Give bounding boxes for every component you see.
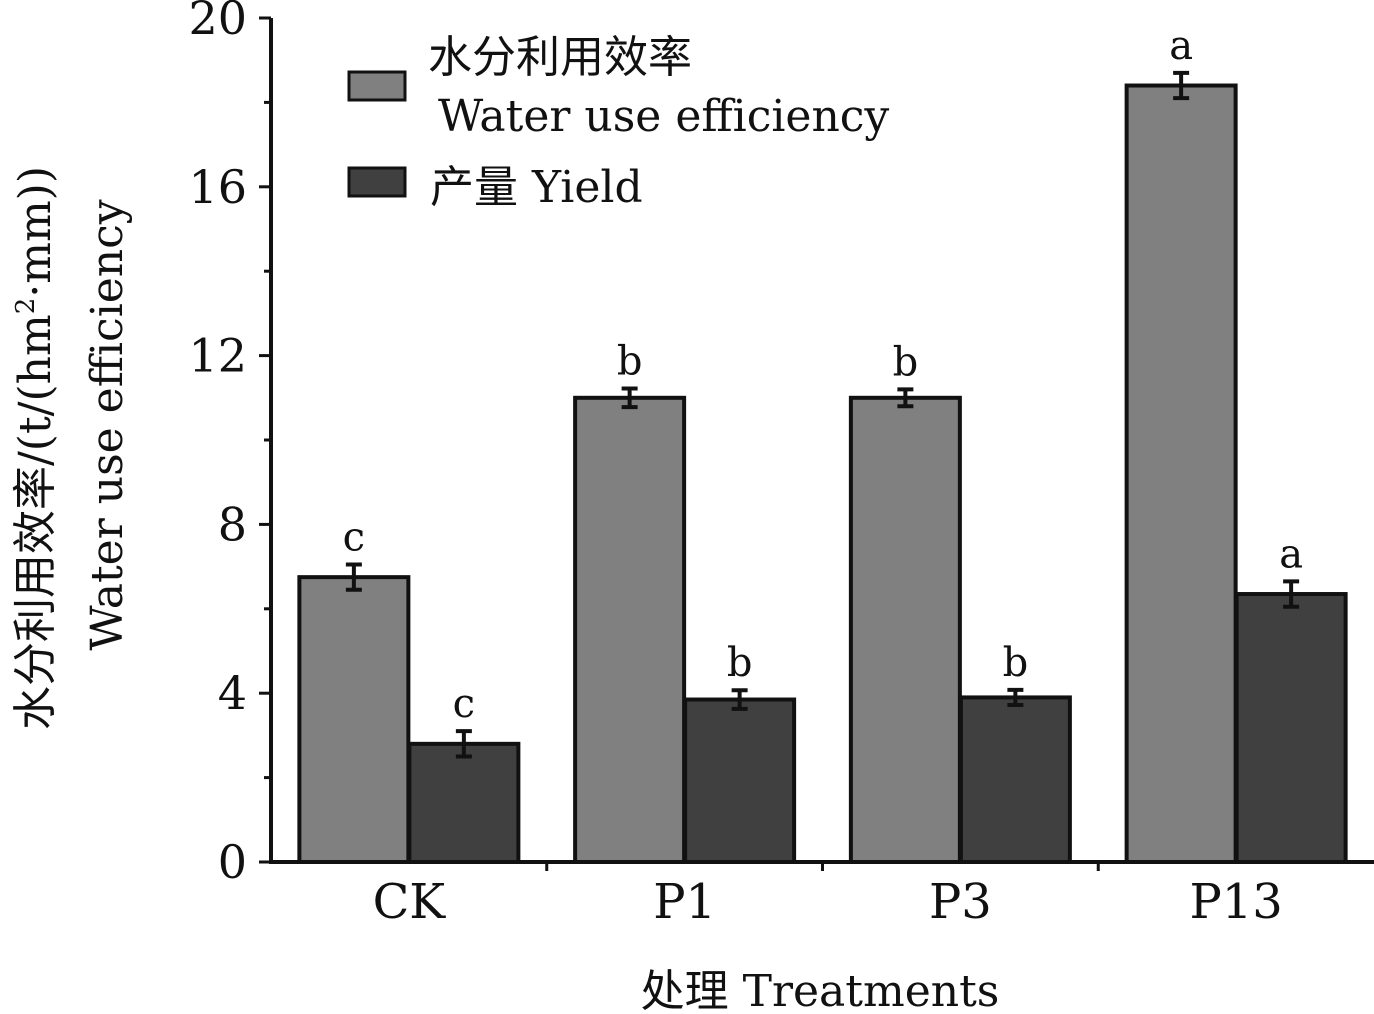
legend-label-yield: 产量 Yield (430, 162, 643, 213)
bar (1124, 83, 1238, 864)
y-tick-label: 4 (218, 666, 247, 720)
category-label: P1 (653, 874, 716, 930)
x-axis-title: 处理 Treatments (641, 966, 1000, 1014)
bar (1234, 592, 1348, 865)
category-label: P13 (1189, 874, 1282, 930)
y-axis-title-cn: 水分利用效率/(t/(hm2·mm)) (10, 166, 61, 730)
significance-label: b (1003, 640, 1029, 686)
bar (683, 697, 797, 865)
y-axis-title-cn-main: 水分利用效率/(t/(hm (10, 314, 61, 730)
y-tick-label: 0 (218, 835, 247, 889)
significance-label: a (1279, 531, 1303, 577)
category-label: CK (373, 874, 447, 930)
legend-label-wue-en: Water use efficiency (438, 91, 889, 142)
legend-label-wue-cn: 水分利用效率 (428, 32, 692, 83)
bar (848, 395, 962, 864)
significance-label: b (893, 339, 919, 385)
significance-label: c (343, 514, 365, 560)
category-label: P3 (929, 874, 992, 930)
significance-label: b (727, 640, 753, 686)
bar (297, 575, 411, 865)
category-labels: CK P1 P3 P13 (373, 874, 1283, 930)
significance-label: b (617, 339, 643, 385)
y-ticks: 0 4 8 12 16 20 (188, 0, 271, 889)
y-axis-title-en-group: Water use efficiency (82, 199, 133, 650)
x-ticks (545, 862, 1100, 871)
significance-labels: c c b b b b a a (343, 23, 1303, 727)
y-tick-label: 16 (188, 160, 247, 214)
y-tick-label: 8 (218, 497, 247, 551)
y-axis-title-sup: 2 (11, 298, 41, 315)
y-tick-label: 12 (188, 329, 247, 383)
legend-swatch-wue (347, 70, 407, 102)
y-axis-title: 水分利用效率/(t/(hm2·mm)) (10, 166, 61, 730)
significance-label: c (453, 681, 475, 727)
bar (573, 395, 687, 864)
y-axis-title-en: Water use efficiency (82, 199, 133, 650)
legend: 水分利用效率 Water use efficiency 产量 Yield (347, 32, 889, 213)
bar (407, 741, 521, 865)
significance-label: a (1169, 23, 1193, 69)
y-tick-label: 20 (188, 0, 247, 45)
error-bars (345, 70, 1300, 759)
bar (958, 695, 1072, 864)
y-axis-title-cn-tail: ·mm)) (10, 166, 61, 298)
legend-swatch-yield (347, 166, 407, 198)
bars (297, 83, 1348, 865)
